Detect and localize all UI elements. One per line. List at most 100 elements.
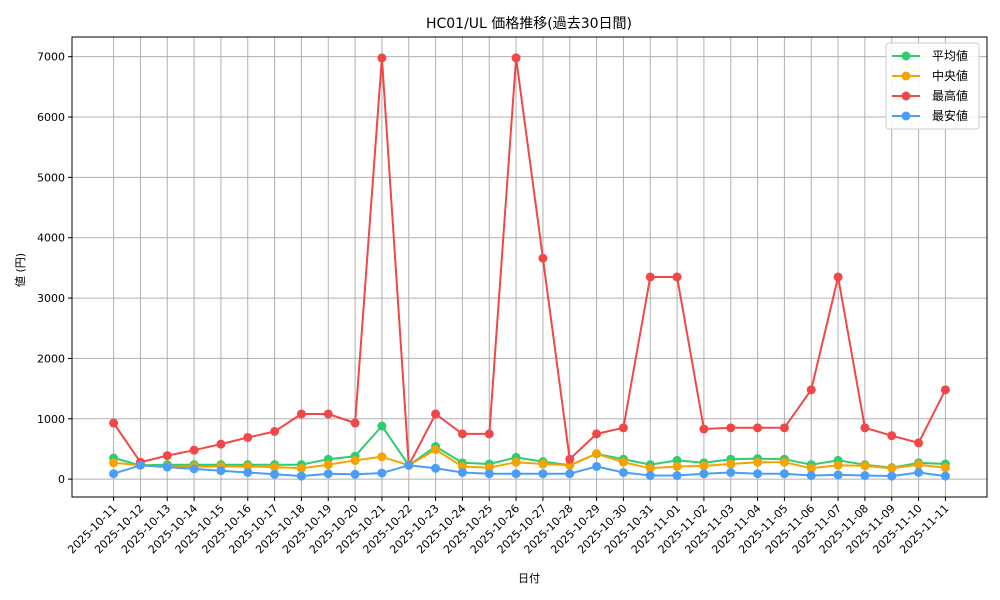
data-point [565, 454, 575, 464]
legend-marker [901, 91, 911, 101]
data-point [860, 461, 870, 471]
data-point [565, 469, 575, 479]
data-point [860, 423, 870, 433]
y-tick-label: 2000 [37, 352, 65, 365]
data-point [618, 457, 628, 467]
data-point [350, 455, 360, 465]
data-point [216, 466, 226, 476]
data-point [887, 471, 897, 481]
data-point [270, 469, 280, 479]
data-point [377, 452, 387, 462]
data-point [538, 253, 548, 263]
data-point [699, 469, 709, 479]
data-point [243, 432, 253, 442]
data-point [672, 471, 682, 481]
data-point [726, 423, 736, 433]
data-point [592, 429, 602, 439]
data-point [511, 53, 521, 63]
data-point [350, 418, 360, 428]
data-point [109, 469, 119, 479]
data-point [833, 272, 843, 282]
data-point [753, 423, 763, 433]
data-point [779, 469, 789, 479]
data-point [753, 469, 763, 479]
data-point [887, 431, 897, 441]
series-1 [109, 445, 950, 473]
data-point [592, 461, 602, 471]
data-point [618, 467, 628, 477]
series-line [113, 425, 946, 469]
data-point [672, 461, 682, 471]
data-point [162, 462, 172, 472]
data-point [914, 438, 924, 448]
data-point [296, 409, 306, 419]
legend-label: 中央値 [932, 68, 968, 83]
data-point [940, 463, 950, 473]
data-point [162, 451, 172, 461]
data-point [323, 409, 333, 419]
series-line [113, 448, 946, 470]
data-point [726, 467, 736, 477]
legend-label: 最高値 [932, 88, 968, 103]
data-point [109, 418, 119, 428]
data-point [189, 464, 199, 474]
data-point [779, 457, 789, 467]
data-point [404, 460, 414, 470]
y-tick-label: 6000 [37, 111, 65, 124]
data-point [887, 463, 897, 473]
data-point [189, 445, 199, 455]
y-axis: 0 1000 2000 3000 4000 5000 6000 7000 [37, 51, 72, 486]
data-point [350, 469, 360, 479]
y-tick-label: 0 [58, 473, 65, 486]
data-point [833, 470, 843, 480]
y-tick-label: 5000 [37, 171, 65, 184]
data-point [377, 468, 387, 478]
data-point [511, 469, 521, 479]
data-point [779, 423, 789, 433]
data-point [431, 409, 441, 419]
data-point [753, 457, 763, 467]
data-point [806, 385, 816, 395]
series-line [113, 464, 946, 478]
data-point [914, 467, 924, 477]
data-point [645, 463, 655, 473]
data-point [618, 423, 628, 433]
data-point [484, 429, 494, 439]
y-tick-label: 3000 [37, 292, 65, 305]
data-point [135, 460, 145, 470]
legend-box [885, 42, 980, 130]
series-0 [109, 421, 950, 473]
data-point [109, 458, 119, 468]
data-point [699, 424, 709, 434]
data-point [833, 460, 843, 470]
x-axis: 2025-10-112025-10-122025-10-132025-10-14… [65, 497, 952, 556]
series-line [112, 56, 947, 467]
x-axis-label: 日付 [518, 572, 540, 585]
data-point [538, 459, 548, 469]
data-point [699, 461, 709, 471]
y-tick-label: 4000 [37, 232, 65, 245]
legend-label: 平均値 [932, 48, 968, 63]
data-point [296, 463, 306, 473]
data-point [645, 272, 655, 282]
data-point [726, 459, 736, 469]
data-point [377, 421, 387, 431]
data-point [538, 469, 548, 479]
data-point [243, 467, 253, 477]
legend-marker [901, 111, 911, 121]
data-point [377, 53, 387, 63]
data-point [806, 471, 816, 481]
grid-lines [72, 37, 987, 497]
series-layer [109, 53, 950, 481]
data-point [323, 469, 333, 479]
data-point [806, 463, 816, 473]
series-3 [109, 460, 950, 481]
data-point [592, 449, 602, 459]
data-point [296, 471, 306, 481]
legend-marker [901, 51, 911, 61]
legend-marker [901, 71, 911, 81]
data-point [860, 471, 870, 481]
plot-frame [71, 36, 988, 498]
